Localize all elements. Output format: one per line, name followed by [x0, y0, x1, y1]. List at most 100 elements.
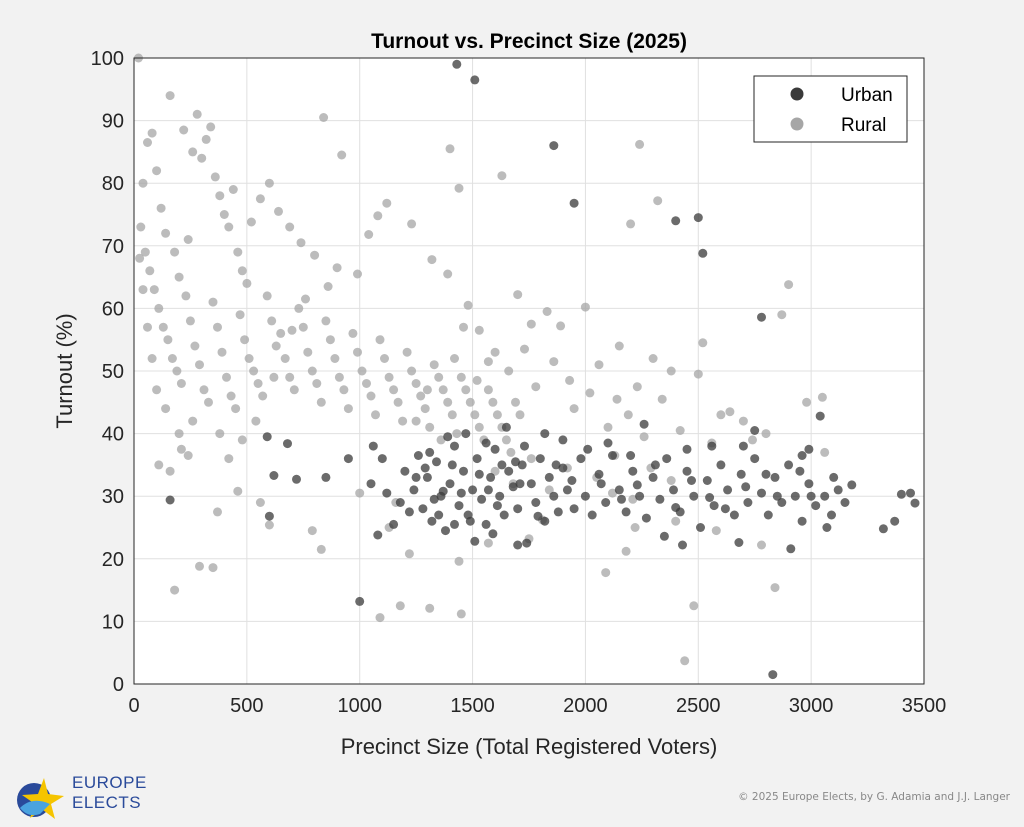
rural-point — [228, 185, 238, 194]
urban-point — [693, 213, 703, 223]
rural-point — [504, 366, 514, 376]
urban-point — [687, 476, 696, 485]
rural-point — [321, 316, 331, 326]
y-tick-label: 60 — [102, 298, 124, 320]
rural-point — [488, 397, 498, 407]
urban-point — [504, 466, 514, 476]
rural-point — [698, 338, 708, 348]
rural-point — [777, 310, 787, 320]
urban-point — [659, 531, 669, 541]
rural-point — [154, 303, 164, 313]
rural-point — [319, 113, 329, 122]
rural-point — [483, 385, 493, 395]
rural-point — [233, 486, 243, 496]
urban-point — [553, 507, 563, 517]
rural-point — [465, 397, 475, 407]
rural-point — [343, 404, 353, 414]
rural-point — [174, 272, 184, 282]
urban-point — [639, 419, 649, 429]
rural-point — [138, 178, 148, 188]
rural-point — [738, 416, 748, 426]
urban-point — [628, 466, 638, 476]
rural-point — [190, 341, 200, 351]
y-tick-label: 0 — [113, 674, 124, 696]
urban-point — [806, 491, 816, 501]
urban-point — [635, 491, 645, 501]
urban-point — [490, 444, 500, 454]
rural-point — [147, 128, 157, 138]
rural-point — [404, 549, 414, 559]
urban-point — [811, 501, 821, 511]
urban-point — [447, 460, 457, 470]
urban-point — [641, 513, 651, 523]
rural-point — [195, 561, 204, 571]
rural-point — [436, 435, 446, 445]
urban-point — [569, 504, 579, 514]
urban-point — [269, 471, 279, 480]
rural-point — [289, 385, 299, 395]
urban-point — [689, 491, 699, 501]
urban-point — [804, 479, 814, 489]
urban-point — [425, 447, 435, 457]
rural-point — [425, 422, 435, 432]
rural-point — [152, 166, 162, 176]
y-tick-label: 90 — [102, 111, 124, 133]
y-tick-label: 20 — [102, 549, 124, 571]
urban-point — [413, 451, 423, 460]
rural-point — [330, 354, 340, 363]
rural-point — [425, 603, 435, 613]
urban-point — [738, 441, 748, 451]
urban-point — [734, 538, 744, 547]
rural-point — [174, 429, 184, 439]
urban-point — [669, 485, 678, 495]
urban-point — [626, 451, 636, 460]
x-tick-label: 1000 — [337, 695, 382, 717]
rural-point — [542, 307, 552, 316]
rural-point — [253, 379, 263, 388]
urban-point — [614, 485, 624, 495]
urban-point — [804, 444, 814, 454]
urban-point — [366, 479, 376, 489]
urban-point — [768, 670, 778, 680]
rural-point — [427, 255, 437, 265]
rural-point — [208, 563, 218, 573]
rural-point — [215, 429, 225, 439]
rural-point — [183, 235, 193, 244]
rural-point — [454, 556, 464, 566]
urban-point — [429, 494, 439, 504]
urban-point — [343, 454, 353, 464]
y-tick-label: 80 — [102, 173, 124, 195]
y-tick-label: 70 — [102, 236, 124, 258]
urban-point — [558, 463, 568, 473]
rural-point — [208, 297, 218, 307]
urban-point — [601, 498, 611, 507]
urban-point — [511, 457, 520, 467]
legend-label-rural: Rural — [841, 115, 886, 136]
rural-point — [626, 219, 636, 229]
chart-title: Turnout vs. Precinct Size (2025) — [371, 30, 687, 53]
rural-point — [463, 300, 473, 310]
urban-point — [452, 59, 462, 69]
rural-point — [556, 321, 566, 331]
rural-point — [312, 379, 322, 388]
rural-point — [497, 171, 507, 181]
urban-point — [790, 491, 800, 501]
legend: Urban Rural — [753, 75, 908, 143]
rural-point — [264, 520, 274, 530]
urban-point — [481, 438, 491, 448]
urban-point — [772, 491, 782, 501]
rural-point — [210, 172, 220, 182]
urban-point — [797, 451, 807, 460]
x-axis-label: Precinct Size (Total Registered Voters) — [341, 734, 718, 759]
rural-point — [353, 347, 362, 357]
rural-point — [154, 460, 164, 470]
urban-point — [777, 498, 787, 507]
urban-point — [501, 422, 511, 432]
rural-point — [145, 266, 155, 276]
rural-point — [264, 178, 274, 188]
urban-point — [594, 469, 604, 479]
rural-point — [375, 335, 385, 345]
urban-point — [264, 511, 274, 521]
rural-point — [657, 394, 667, 404]
urban-point — [696, 523, 705, 532]
